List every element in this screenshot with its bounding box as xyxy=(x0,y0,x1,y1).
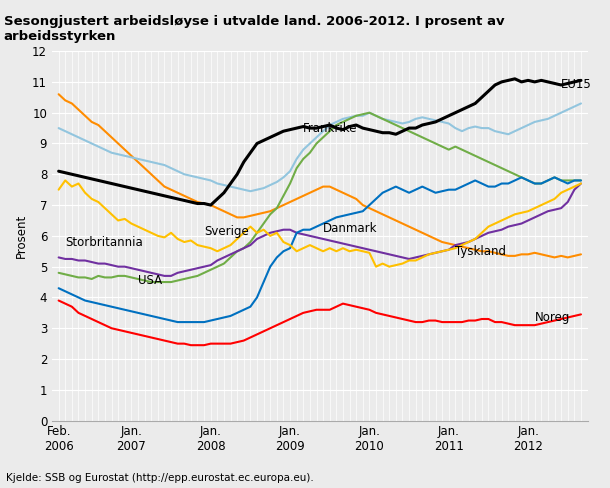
Text: USA: USA xyxy=(138,274,162,287)
Text: Kjelde: SSB og Eurostat (http://epp.eurostat.ec.europa.eu).: Kjelde: SSB og Eurostat (http://epp.euro… xyxy=(6,473,314,483)
Text: EU15: EU15 xyxy=(561,79,592,91)
Y-axis label: Prosent: Prosent xyxy=(15,214,28,258)
Text: Tyskland: Tyskland xyxy=(455,245,506,258)
Text: Sesongjustert arbeidsløyse i utvalde land. 2006-2012. I prosent av
arbeidsstyrke: Sesongjustert arbeidsløyse i utvalde lan… xyxy=(4,15,504,43)
Text: Noreg: Noreg xyxy=(535,311,570,324)
Text: Storbritannia: Storbritannia xyxy=(65,236,143,248)
Text: Sverige: Sverige xyxy=(204,225,249,238)
Text: Danmark: Danmark xyxy=(323,222,378,235)
Text: Frankrike: Frankrike xyxy=(303,122,358,135)
